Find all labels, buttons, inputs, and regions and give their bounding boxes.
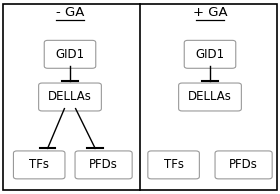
Text: PFDs: PFDs: [229, 158, 258, 171]
FancyBboxPatch shape: [13, 151, 65, 179]
Text: GID1: GID1: [55, 48, 85, 61]
FancyBboxPatch shape: [75, 151, 132, 179]
Text: - GA: - GA: [56, 6, 84, 19]
Text: GID1: GID1: [195, 48, 225, 61]
FancyBboxPatch shape: [148, 151, 199, 179]
Text: TFs: TFs: [29, 158, 49, 171]
FancyBboxPatch shape: [39, 83, 101, 111]
FancyBboxPatch shape: [179, 83, 241, 111]
Text: PFDs: PFDs: [89, 158, 118, 171]
Text: DELLAs: DELLAs: [188, 90, 232, 104]
FancyBboxPatch shape: [44, 40, 96, 68]
Text: TFs: TFs: [164, 158, 184, 171]
FancyBboxPatch shape: [184, 40, 236, 68]
Text: DELLAs: DELLAs: [48, 90, 92, 104]
FancyBboxPatch shape: [215, 151, 272, 179]
Text: + GA: + GA: [193, 6, 227, 19]
